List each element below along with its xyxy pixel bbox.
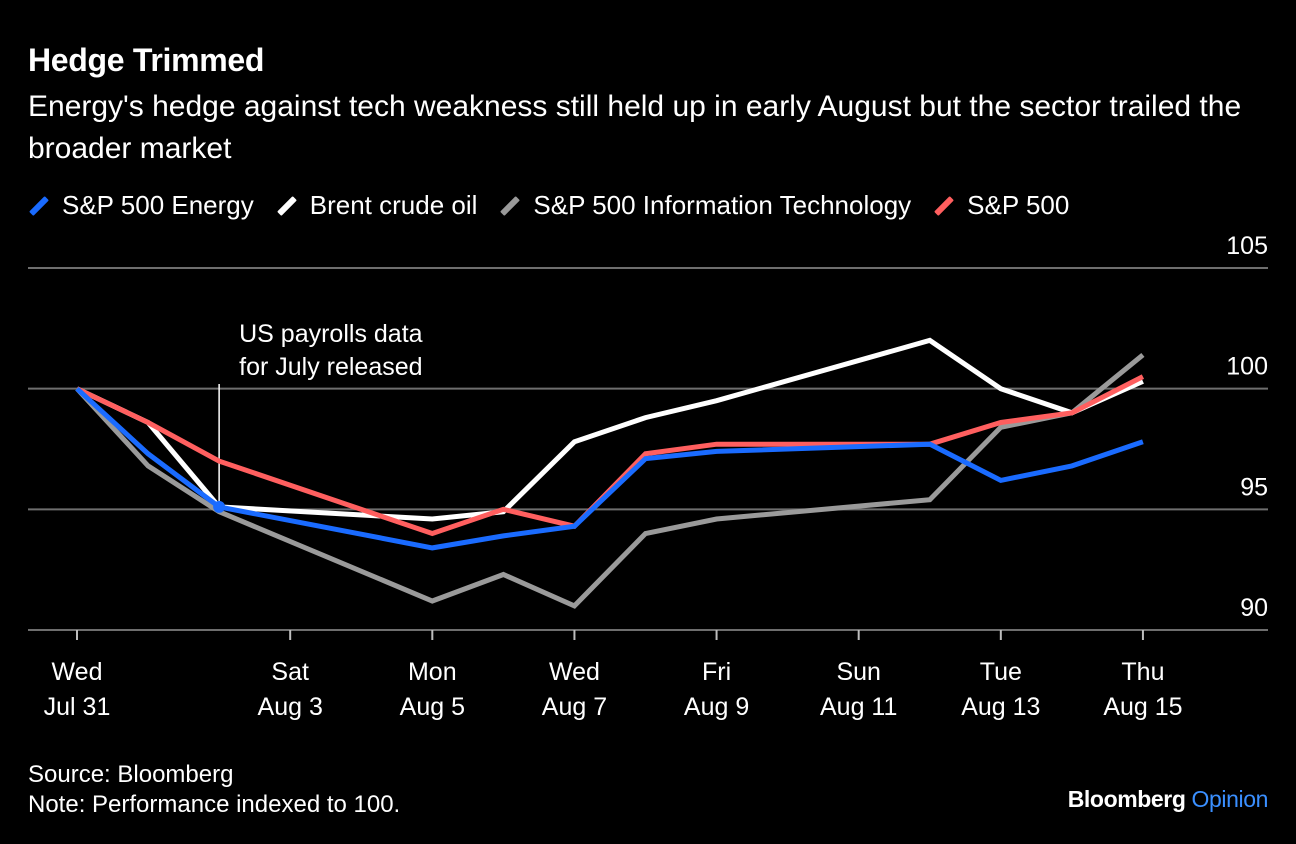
- brand-logo: Bloomberg Opinion: [1067, 786, 1269, 813]
- legend-label-tech: S&P 500 Information Technology: [533, 190, 912, 220]
- chart-subtitle: Energy's hedge against tech weakness sti…: [28, 90, 1242, 165]
- x-tick-label: Jul 31: [44, 693, 111, 721]
- y-tick-label: 95: [1240, 473, 1268, 501]
- annotation-marker: [213, 500, 226, 513]
- series-line-s-p-500-information-technology: [75, 352, 1145, 609]
- x-tick-label: Aug 7: [542, 693, 607, 721]
- y-tick-label: 105: [1226, 232, 1268, 260]
- legend-label-brent: Brent crude oil: [309, 190, 478, 220]
- legend-label-sp500: S&P 500: [967, 190, 1070, 220]
- x-tick-day: Tue: [980, 658, 1022, 686]
- footer: Source: Bloomberg Note: Performance inde…: [28, 760, 400, 820]
- x-tick-day: Sun: [836, 658, 880, 686]
- legend-item-energy: S&P 500 Energy: [28, 190, 254, 221]
- annotation-text: for July released: [239, 353, 422, 381]
- x-tick-label: Aug 15: [1103, 693, 1182, 721]
- series-line-brent-crude-oil: [75, 337, 1144, 522]
- legend-item-tech: S&P 500 Information Technology: [499, 190, 911, 221]
- legend-item-sp500: S&P 500: [933, 190, 1069, 221]
- legend-label-energy: S&P 500 Energy: [62, 190, 254, 220]
- x-tick-day: Fri: [702, 658, 731, 686]
- method-note: Note: Performance indexed to 100.: [28, 791, 401, 818]
- x-tick-day: Sat: [271, 658, 309, 686]
- x-tick-day: Wed: [52, 658, 103, 686]
- x-tick-label: Aug 11: [820, 693, 897, 721]
- source-note: Source: Bloomberg: [28, 761, 234, 788]
- series-line-s-p-500-energy: [75, 386, 1144, 551]
- brand-name: Bloomberg: [1067, 786, 1186, 812]
- legend-item-brent: Brent crude oil: [276, 190, 478, 221]
- legend: S&P 500 Energy Brent crude oil S&P 500 I…: [28, 190, 1091, 221]
- x-tick-label: Aug 13: [961, 693, 1040, 721]
- annotation-text: US payrolls data: [239, 320, 423, 348]
- brand-section: Opinion: [1191, 786, 1269, 812]
- y-tick-label: 90: [1240, 594, 1268, 622]
- x-tick-label: Aug 5: [400, 693, 465, 721]
- x-tick-day: Mon: [408, 658, 457, 686]
- x-tick-label: Aug 3: [258, 693, 323, 721]
- y-tick-label: 100: [1226, 353, 1268, 381]
- x-tick-day: Thu: [1121, 658, 1164, 686]
- x-tick-label: Aug 9: [684, 693, 749, 721]
- x-tick-day: Wed: [549, 658, 600, 686]
- chart-title: Hedge Trimmed: [28, 42, 265, 78]
